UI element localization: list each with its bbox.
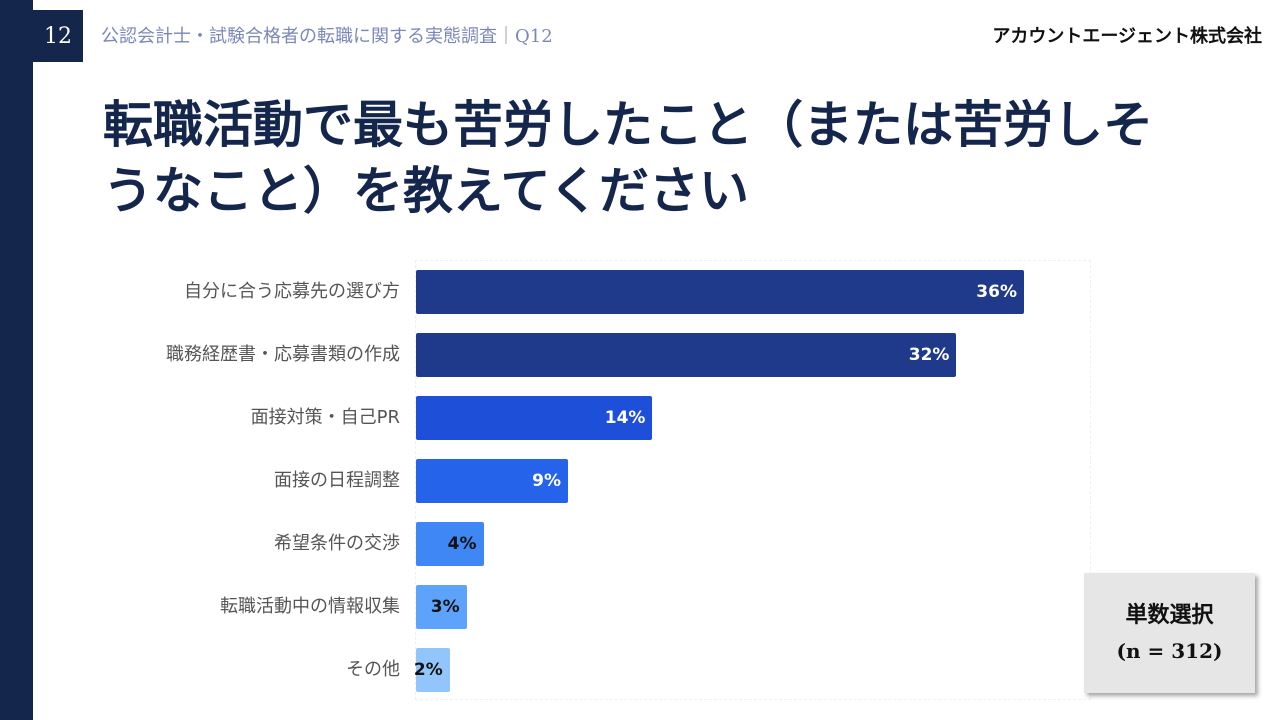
value-label: 3% [430,597,460,617]
category-label: 自分に合う応募先の選び方 [184,281,400,302]
value-label: 14% [604,408,646,428]
bar [416,459,568,503]
bar-row: 面接対策・自己PR 14% [0,396,1280,440]
bar [416,270,1024,314]
bar-row: 希望条件の交渉 4% [0,522,1280,566]
bar [416,522,484,566]
value-label: 4% [447,534,477,554]
bar-row: 自分に合う応募先の選び方 36% [0,270,1280,314]
value-label: 36% [976,282,1017,302]
page-number: 12 [33,10,83,62]
sample-size: (n = 312) [1116,639,1223,663]
slide-title: 転職活動で最も苦労したこと（または苦労しそうなこと）を教えてください [103,95,1153,220]
value-label: 9% [532,471,561,491]
bar [416,648,450,692]
bar [416,396,653,440]
value-label: 2% [413,660,443,680]
category-label: 転職活動中の情報収集 [220,596,400,617]
bar-row: その他 2% [0,648,1280,692]
bar-row: 面接の日程調整 9% [0,459,1280,503]
bar [416,333,957,377]
value-label: 32% [908,345,950,365]
category-label: 職務経歴書・応募書類の作成 [166,344,400,365]
category-label: 希望条件の交渉 [274,533,400,554]
bar [416,585,467,629]
bar-row: 転職活動中の情報収集 3% [0,585,1280,629]
survey-title: 公認会計士・試験合格者の転職に関する実態調査｜Q12 [101,26,553,47]
left-accent-band [0,0,33,720]
company-name: アカウントエージェント株式会社 [992,26,1262,47]
chart-frame [415,260,1091,700]
selection-type: 単数選択 [1125,602,1214,628]
bar-row: 職務経歴書・応募書類の作成 32% [0,333,1280,377]
selection-badge: 単数選択 (n = 312) [1084,573,1255,693]
category-label: 面接対策・自己PR [250,407,400,428]
category-label: 面接の日程調整 [274,470,400,491]
category-label: その他 [346,659,400,680]
